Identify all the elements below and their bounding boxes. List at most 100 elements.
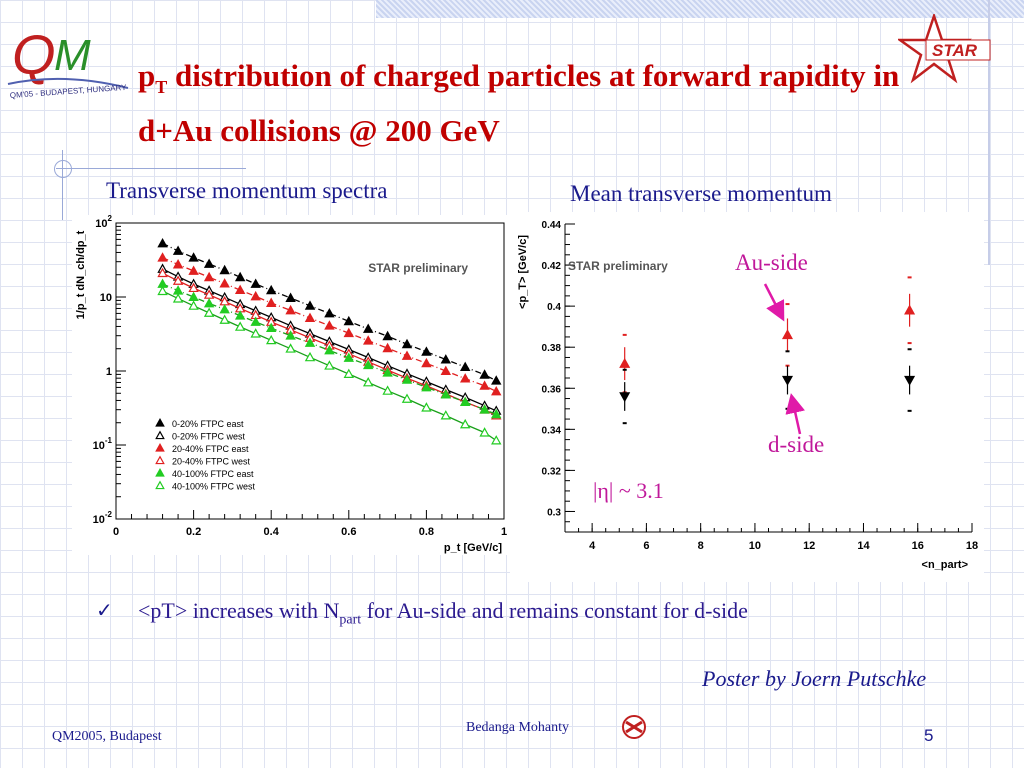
spectra-y-tick-label: 10: [100, 292, 112, 304]
meanpt-x-tick-label: 6: [643, 540, 649, 552]
spectra-40-100-ftpc-east-point: [285, 330, 296, 340]
spectra-20-40-ftpc-east-point: [459, 373, 471, 383]
spectra-40-100-ftpc-east-point: [324, 344, 335, 355]
spectra-x-tick-label: 0.6: [341, 526, 356, 538]
spectra-40-100-ftpc-west-point: [324, 360, 335, 370]
spectra-20-40-ftpc-east-point: [157, 252, 168, 262]
spectra-0-20-ftpc-east-point: [250, 278, 261, 288]
spectra-0-20-ftpc-east-point: [401, 338, 413, 349]
spectra-0-20-ftpc-east-point: [265, 284, 277, 295]
left-subtitle: Transverse momentum spectra: [106, 178, 388, 203]
meanpt-y-axis-label: <p_T> [GeV/c]: [517, 235, 529, 309]
spectra-40-100-ftpc-east-point: [479, 404, 490, 414]
page-number: 5: [924, 726, 934, 745]
spectra-40-100-ftpc-east-point: [440, 389, 452, 399]
spectra-20-40-ftpc-east-point: [382, 342, 393, 353]
meanpt-x-tick-label: 18: [966, 540, 978, 552]
spectra-40-100-ftpc-east-point: [250, 316, 261, 326]
meanpt-x-tick-label: 12: [803, 540, 815, 552]
footer-author: Bedanga Mohanty: [466, 720, 570, 735]
d-side-annotation: d-side: [768, 432, 825, 457]
star-logo: STAR: [898, 14, 991, 84]
spectra-40-100-ftpc-east-point: [234, 310, 246, 320]
spectra-0-20-ftpc-east-point: [219, 264, 230, 275]
spectra-40-100-ftpc-west-point: [219, 314, 230, 324]
spectra-40-100-ftpc-east-point: [491, 408, 502, 419]
decorative-line: [56, 168, 246, 169]
spectra-0-20-ftpc-east-point: [285, 292, 296, 302]
au-side-annotation: Au-side: [735, 250, 808, 275]
meanpt-chart: 4 6 8 10 12 14 16 18 0.3 0.32 0.34 0.36 0.38 0.4 0.42 0…: [517, 220, 978, 571]
spectra-legend-label: 20-40% FTPC west: [172, 457, 251, 467]
meanpt-d-side-point: [904, 375, 916, 386]
spectra-40-100-ftpc-west-point: [479, 427, 490, 437]
meanpt-y-tick-label: 0.36: [542, 384, 562, 395]
spectra-y-tick-label: 10-2: [93, 510, 113, 526]
footer-emblem-icon: [622, 715, 646, 739]
spectra-legend-label: 0-20% FTPC west: [172, 432, 246, 442]
spectra-legend-marker: [155, 430, 165, 440]
spectra-20-40-ftpc-east-point: [285, 304, 296, 315]
spectra-40-100-ftpc-west-point: [304, 351, 316, 362]
spectra-40-100-ftpc-east-point: [382, 367, 393, 377]
spectra-40-100-ftpc-east-point: [304, 337, 316, 347]
spectra-0-20-ftpc-east-point: [172, 245, 184, 255]
spectra-40-100-ftpc-west-point: [203, 307, 215, 317]
spectra-0-20-ftpc-east-point: [343, 315, 355, 326]
meanpt-x-tick-label: 16: [912, 540, 924, 552]
spectra-40-100-ftpc-west-point: [188, 300, 199, 310]
spectra-20-40-ftpc-west-point: [188, 282, 199, 293]
spectra-40-100-ftpc-east-point: [203, 297, 215, 308]
spectra-legend-label: 40-100% FTPC west: [172, 482, 256, 492]
meanpt-chart-panel: 4 6 8 10 12 14 16 18 0.3 0.32 0.34 0.36 0.38 0.4 0.42 0…: [510, 212, 984, 582]
spectra-40-100-ftpc-east-point: [188, 291, 199, 301]
spectra-x-tick-label: 1: [501, 526, 507, 538]
eta-annotation: |η| ~ 3.1: [593, 478, 664, 503]
spectra-20-40-ftpc-east-point: [234, 284, 246, 295]
spectra-legend-marker: [155, 467, 165, 477]
spectra-0-20-ftpc-east-point: [421, 346, 432, 356]
spectra-watermark: STAR preliminary: [368, 261, 468, 275]
spectra-0-20-ftpc-east-point: [234, 271, 246, 282]
spectra-0-20-ftpc-east-point: [479, 369, 490, 379]
top-band-decoration: [376, 0, 1024, 18]
spectra-40-100-ftpc-west-point: [421, 402, 432, 412]
spectra-20-40-ftpc-east-point: [401, 350, 413, 360]
spectra-20-40-ftpc-east-point: [219, 278, 230, 288]
footer-conference: QM2005, Budapest: [52, 729, 162, 744]
spectra-x-tick-label: 0.2: [186, 526, 201, 538]
spectra-chart-panel: 0 0.2 0.4 0.6 0.8 1 102 10 1 10-1 10-2 0-20% FTPC e…: [72, 214, 512, 555]
spectra-40-100-ftpc-west-point: [172, 293, 184, 303]
spectra-40-100-ftpc-east-point: [172, 285, 184, 295]
qm2005-logo: Q M QM'05 - BUDAPEST, HUNGARY: [7, 23, 129, 100]
meanpt-x-axis-label: <n_part>: [922, 559, 968, 571]
spectra-20-40-ftpc-east-point: [203, 271, 215, 282]
spectra-20-40-ftpc-east-point: [304, 312, 316, 322]
spectra-0-20-ftpc-east-point: [324, 307, 335, 318]
spectra-legend-label: 20-40% FTPC east: [172, 444, 249, 454]
meanpt-x-tick-label: 14: [857, 540, 870, 552]
spectra-x-tick-label: 0: [113, 526, 119, 538]
right-stripe-decoration: [988, 0, 990, 265]
spectra-40-100-ftpc-west-point: [250, 328, 261, 338]
spectra-x-tick-label: 0.8: [419, 526, 434, 538]
meanpt-au-side-point: [904, 304, 916, 315]
spectra-20-40-ftpc-east-point: [324, 320, 335, 330]
spectra-20-40-ftpc-east-point: [362, 335, 374, 345]
meanpt-y-tick-label: 0.44: [542, 220, 562, 231]
meanpt-x-tick-label: 8: [698, 540, 704, 552]
poster-credit: Poster by Joern Putschke: [702, 666, 927, 691]
meanpt-y-tick-label: 0.38: [542, 343, 562, 354]
spectra-chart: 0 0.2 0.4 0.6 0.8 1 102 10 1 10-1 10-2 0-20% FTPC e…: [75, 214, 507, 554]
spectra-x-axis-label: p_t [GeV/c]: [444, 542, 502, 554]
spectra-0-20-ftpc-east-point: [459, 361, 471, 372]
spectra-0-20-ftpc-east-point: [440, 354, 452, 364]
spectra-legend-marker: [155, 455, 165, 465]
svg-text:Q: Q: [12, 23, 56, 86]
meanpt-y-tick-label: 0.3: [547, 507, 561, 518]
meanpt-y-tick-label: 0.4: [547, 302, 561, 313]
spectra-0-20-ftpc-east-point: [491, 375, 502, 385]
decorative-circle: [54, 160, 72, 178]
meanpt-d-side-point: [781, 375, 794, 386]
spectra-40-100-ftpc-west-point: [343, 368, 355, 378]
